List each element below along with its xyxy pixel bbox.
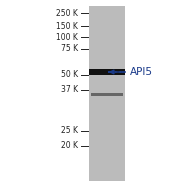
Bar (91, 93, 123, 96)
Text: 50 K: 50 K (61, 70, 78, 79)
Bar (89, 69, 125, 75)
Text: 250 K: 250 K (56, 9, 78, 18)
Text: 37 K: 37 K (61, 85, 78, 94)
Text: 25 K: 25 K (61, 126, 78, 135)
Text: API5: API5 (130, 67, 153, 77)
Text: 20 K: 20 K (61, 141, 78, 150)
Bar (89, 6, 125, 181)
Text: 75 K: 75 K (61, 44, 78, 53)
Text: 100 K: 100 K (56, 33, 78, 42)
Text: 150 K: 150 K (56, 22, 78, 31)
